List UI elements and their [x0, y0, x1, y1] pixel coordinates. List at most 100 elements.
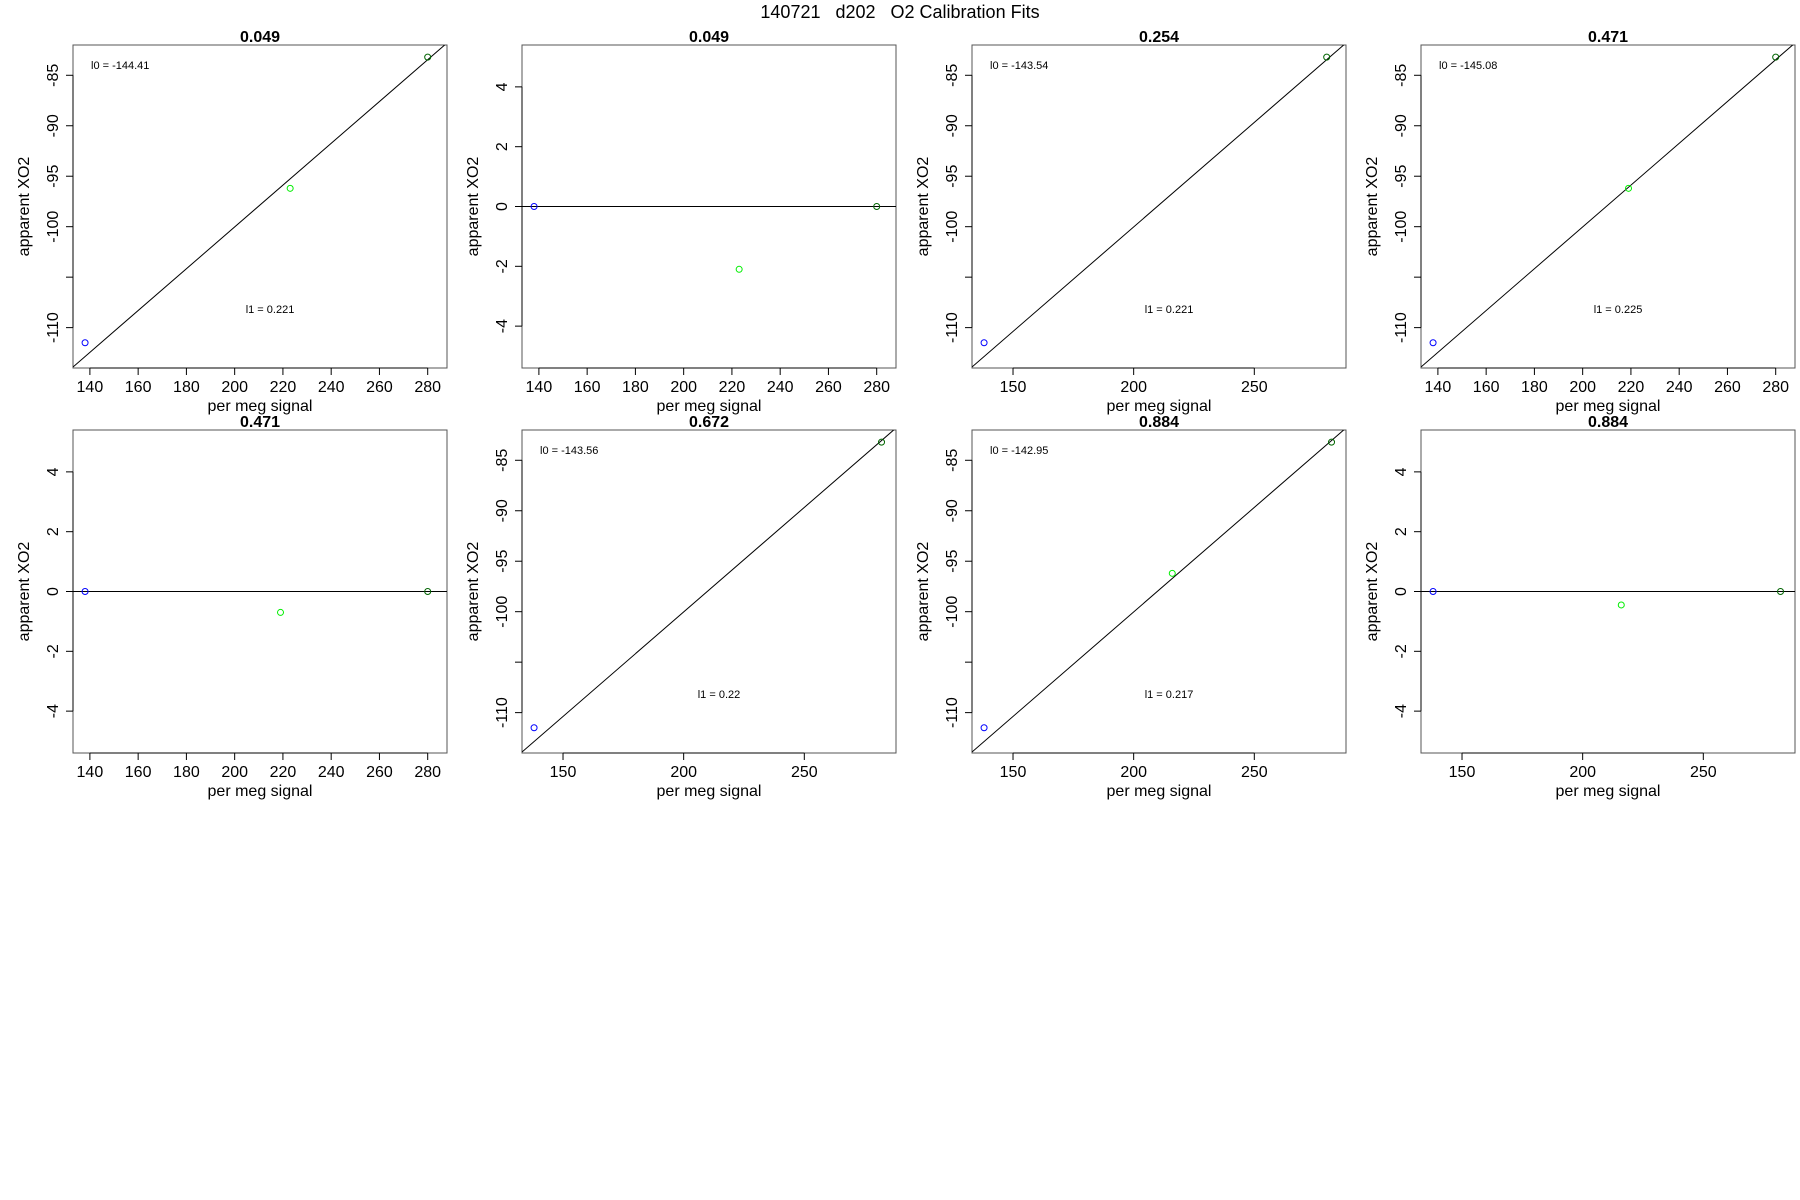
- plot-frame: [72, 44, 448, 369]
- y-tick-label: -95: [944, 550, 961, 573]
- data-point: [1777, 588, 1785, 595]
- fit-line: [972, 430, 1345, 753]
- y-tick-label: -90: [944, 499, 961, 522]
- plot-frame: [1420, 44, 1796, 369]
- data-point: [1429, 588, 1437, 595]
- x-tick-label: 200: [221, 764, 248, 781]
- y-tick-label: -4: [1393, 704, 1410, 718]
- data-point: [530, 724, 538, 732]
- y-tick-label: -85: [944, 449, 961, 472]
- y-tick-label: -2: [1393, 644, 1410, 658]
- y-tick-label: -4: [45, 704, 62, 718]
- x-tick-label: 200: [1120, 379, 1147, 396]
- data-point: [1429, 339, 1437, 347]
- x-tick-label: 250: [1241, 379, 1268, 396]
- y-axis-label: apparent XO2: [915, 157, 932, 257]
- x-tick-label: 240: [318, 379, 345, 396]
- x-tick-label: 140: [526, 379, 553, 396]
- y-tick-label: -85: [45, 64, 62, 87]
- x-axis-label: per meg signal: [657, 783, 762, 800]
- y-axis-label: apparent XO2: [1364, 542, 1381, 642]
- x-tick-label: 280: [414, 764, 441, 781]
- y-tick-label: -110: [944, 312, 961, 343]
- y-tick-label: -100: [494, 596, 511, 628]
- y-tick-label: 2: [1393, 527, 1410, 536]
- x-tick-label: 260: [366, 764, 393, 781]
- x-tick-label: 200: [1569, 379, 1596, 396]
- panel-title: 0.254: [1139, 29, 1179, 46]
- x-tick-label: 200: [670, 764, 697, 781]
- x-axis-label: per meg signal: [657, 398, 762, 415]
- panel-title: 0.884: [1139, 414, 1179, 431]
- data-point: [1168, 569, 1176, 577]
- x-tick-label: 280: [863, 379, 890, 396]
- plot-panel-7: 0.884 150 200 250 -110 -100 -95 -90 -85 per meg s…: [915, 414, 1347, 800]
- data-point: [424, 53, 432, 61]
- x-tick-label: 260: [366, 379, 393, 396]
- x-tick-label: 160: [1473, 379, 1500, 396]
- y-tick-label: -85: [1393, 64, 1410, 87]
- panel-title: 0.471: [1588, 29, 1628, 46]
- x-tick-label: 180: [1521, 379, 1548, 396]
- y-tick-label: -100: [45, 211, 62, 243]
- y-tick-label: -90: [494, 499, 511, 522]
- y-tick-label: -110: [45, 312, 62, 343]
- y-tick-label: -95: [45, 165, 62, 188]
- x-tick-label: 240: [1666, 379, 1693, 396]
- plot-panel-2: 0.049 140 160 180 200 220 240 260 280 -4 -2 0 2 4 per …: [465, 29, 897, 415]
- plot-panel-8: 0.884 150 200 250 -4 -2 0 2 4 per meg signal appar…: [1364, 414, 1796, 800]
- fit-annotation: l1 = 0.22: [698, 689, 741, 701]
- plot-panel-6: 0.672 150 200 250 -110 -100 -95 -90 -85 per meg s…: [465, 414, 897, 800]
- x-tick-label: 240: [767, 379, 794, 396]
- y-tick-label: -95: [944, 165, 961, 188]
- fit-annotation: l0 = -142.95: [990, 445, 1048, 457]
- fit-annotation: l0 = -144.41: [91, 60, 149, 72]
- x-tick-label: 180: [173, 764, 200, 781]
- x-tick-label: 220: [719, 379, 746, 396]
- x-tick-label: 280: [1762, 379, 1789, 396]
- fit-line: [73, 45, 446, 368]
- panel-title: 0.672: [689, 414, 729, 431]
- x-axis-label: per meg signal: [1556, 783, 1661, 800]
- x-tick-label: 200: [221, 379, 248, 396]
- x-tick-label: 160: [125, 764, 152, 781]
- data-point: [878, 438, 886, 446]
- y-tick-label: -85: [494, 449, 511, 472]
- y-axis-label: apparent XO2: [16, 157, 33, 257]
- y-tick-label: 2: [494, 142, 511, 151]
- fit-line: [1421, 45, 1794, 368]
- plot-frame: [971, 44, 1347, 369]
- y-axis-label: apparent XO2: [1364, 157, 1381, 257]
- x-tick-label: 160: [574, 379, 601, 396]
- x-tick-label: 180: [173, 379, 200, 396]
- x-tick-label: 200: [1120, 764, 1147, 781]
- y-tick-label: 2: [45, 527, 62, 536]
- x-tick-label: 200: [670, 379, 697, 396]
- y-tick-label: -100: [944, 211, 961, 243]
- fit-line: [522, 430, 895, 753]
- x-tick-label: 260: [1714, 379, 1741, 396]
- data-point: [81, 588, 89, 595]
- x-tick-label: 250: [1690, 764, 1717, 781]
- y-tick-label: -95: [1393, 165, 1410, 188]
- y-tick-label: -4: [494, 319, 511, 333]
- x-tick-label: 140: [1425, 379, 1452, 396]
- x-tick-label: 150: [1000, 379, 1027, 396]
- data-point: [1772, 53, 1780, 61]
- y-tick-label: -2: [494, 259, 511, 273]
- panel-title: 0.884: [1588, 414, 1628, 431]
- y-tick-label: -90: [45, 114, 62, 137]
- plot-panel-3: 0.254 150 200 250 -110 -100 -95 -90 -85 per meg s…: [915, 29, 1347, 415]
- data-point: [277, 608, 285, 616]
- y-tick-label: -90: [944, 114, 961, 137]
- x-tick-label: 140: [77, 764, 104, 781]
- data-point: [980, 724, 988, 732]
- data-point: [735, 265, 743, 273]
- y-axis-label: apparent XO2: [915, 542, 932, 642]
- x-axis-label: per meg signal: [208, 783, 313, 800]
- fit-annotation: l1 = 0.217: [1145, 689, 1194, 701]
- data-point: [424, 588, 432, 595]
- y-axis-label: apparent XO2: [465, 157, 482, 257]
- y-axis-label: apparent XO2: [465, 542, 482, 642]
